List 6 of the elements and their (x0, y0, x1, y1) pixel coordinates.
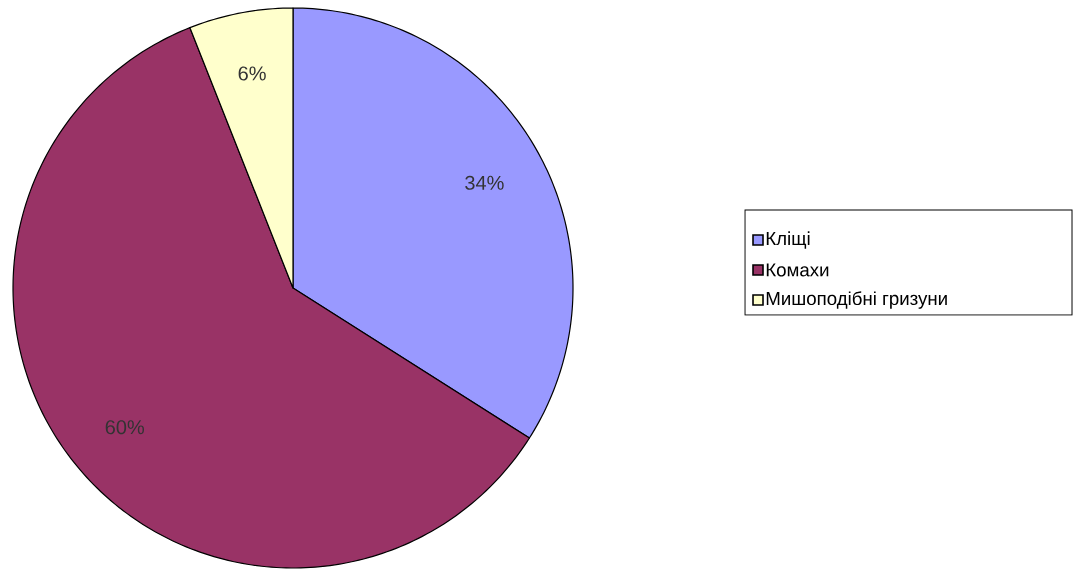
data-label: 34% (465, 175, 504, 190)
legend-label: Мишоподібні гризуни (766, 291, 947, 309)
data-label: 60% (105, 420, 145, 435)
legend-label: Кліщі (766, 231, 810, 249)
legend-label: Комахи (766, 263, 829, 277)
data-label: 6% (238, 66, 266, 81)
